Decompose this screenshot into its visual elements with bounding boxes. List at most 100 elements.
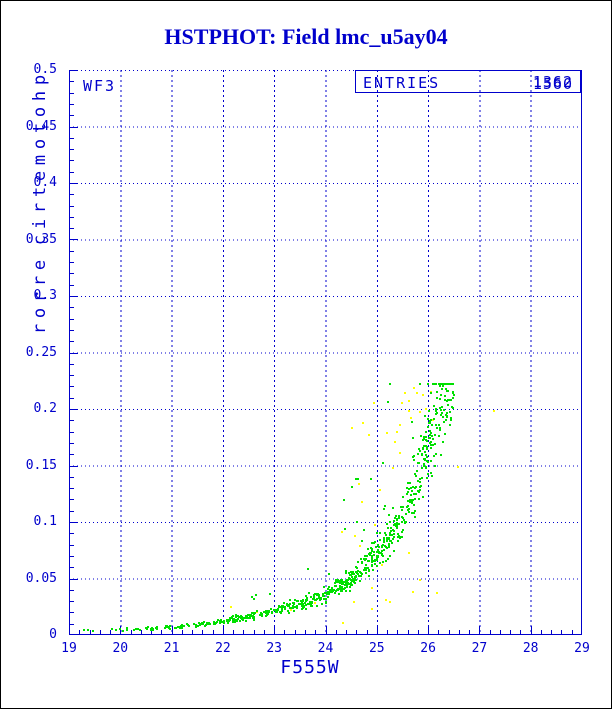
x-axis-tick-labels: 19 20 21 22 23 24 25 26 27 28 29 [61,641,590,658]
data-point-flagged-stars [374,524,376,526]
data-point-good-stars [156,626,158,628]
data-point-good-stars [297,600,299,602]
data-point-good-stars [430,447,432,449]
data-point-good-stars [418,498,420,500]
data-point-good-stars [338,580,340,582]
data-point-good-stars [357,478,359,480]
data-point-good-stars [350,582,352,584]
data-point-good-stars [372,569,374,571]
data-point-good-stars [371,565,373,567]
data-point-good-stars [323,598,325,600]
data-point-good-stars [381,554,383,556]
data-point-flagged-stars [314,602,316,604]
y-tick-label: 0 [49,627,57,642]
data-point-good-stars [382,561,384,563]
data-point-good-stars [309,601,311,603]
data-point-flagged-stars [230,606,232,608]
data-point-good-stars [365,564,367,566]
data-point-good-stars [319,599,321,601]
data-point-good-stars [111,628,113,630]
data-point-good-stars [335,585,337,587]
data-point-flagged-stars [358,483,360,485]
data-point-good-stars [417,453,419,455]
data-point-good-stars [429,430,431,432]
data-point-good-stars [373,542,375,544]
data-point-good-stars [235,616,237,618]
data-point-good-stars [240,615,242,617]
data-point-good-stars [180,625,182,627]
data-point-good-stars [208,622,210,624]
data-point-good-stars [345,590,347,592]
data-point-good-stars [383,537,385,539]
page-title: HSTPHOT: Field lmc_u5ay04 [164,24,448,49]
data-point-good-stars [397,536,399,538]
data-point-good-stars [397,540,399,542]
data-point-good-stars [415,493,417,495]
x-tick-label: 25 [368,641,385,656]
data-point-good-stars [401,536,403,538]
data-point-good-stars [392,507,394,509]
x-tick-label: 29 [574,641,590,656]
data-point-good-stars [435,410,437,412]
data-point-good-stars [329,589,331,591]
data-point-good-stars [389,532,391,534]
data-point-flagged-stars [408,410,410,412]
data-point-good-stars [426,477,428,479]
data-point-flagged-stars [404,392,406,394]
data-point-good-stars [371,542,373,544]
data-point-good-stars [147,626,149,628]
data-point-good-stars [411,499,413,501]
entries-box: ENTRIES 1362 1560 [355,70,581,93]
data-point-good-stars [169,628,171,630]
data-point-good-stars [411,421,413,423]
data-point-good-stars [440,409,442,411]
data-point-good-stars [331,591,333,593]
data-point-good-stars [368,575,370,577]
data-point-good-stars [405,513,407,515]
data-point-good-stars [452,392,454,394]
data-point-good-stars [368,560,370,562]
data-point-good-stars [348,572,350,574]
data-point-good-stars [246,617,248,619]
data-point-good-stars [265,610,267,612]
data-point-good-stars [406,487,408,489]
data-point-good-stars [281,605,283,607]
data-point-good-stars [299,603,301,605]
x-tick-label: 26 [420,641,436,656]
data-point-flagged-stars [401,402,403,404]
data-point-good-stars [133,629,135,631]
data-point-good-stars [415,486,417,488]
data-point-good-stars [355,566,357,568]
data-point-good-stars [227,622,229,624]
data-point-good-stars [139,629,141,631]
data-point-flagged-stars [410,417,412,419]
data-point-good-stars [401,509,403,511]
data-point-good-stars [305,608,307,610]
data-point-flagged-stars [419,411,421,413]
data-point-flagged-stars [436,592,438,594]
data-point-good-stars [438,424,440,426]
data-point-good-stars [359,571,361,573]
data-point-good-stars [334,592,336,594]
data-point-good-stars [429,442,431,444]
data-point-good-stars [373,551,375,553]
data-point-good-stars [403,519,405,521]
data-point-good-stars [388,514,390,516]
data-point-good-stars [419,481,421,483]
data-point-good-stars [410,494,412,496]
data-point-good-stars [269,593,271,595]
entries-value-2: 1560 [532,75,573,93]
data-point-good-stars [152,628,154,630]
data-point-good-stars [409,499,411,501]
data-point-flagged-stars [412,591,414,593]
data-point-good-stars [431,475,433,477]
data-point-flagged-stars [371,608,373,610]
data-point-good-stars [430,392,432,394]
data-point-good-stars [376,559,378,561]
data-point-good-stars [349,586,351,588]
data-point-good-stars [441,406,443,408]
data-point-good-stars [360,575,362,577]
data-point-good-stars [421,467,423,469]
data-point-good-stars [371,557,373,559]
data-point-good-stars [385,534,387,536]
